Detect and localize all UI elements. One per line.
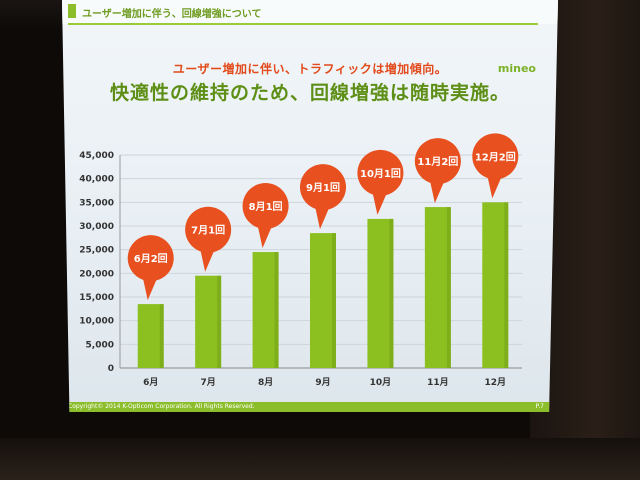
x-tick-label: 11月 [427, 377, 449, 388]
bar-shade [217, 275, 222, 368]
callout-label: 10月1回 [360, 168, 401, 180]
y-tick-label: 15,000 [79, 293, 114, 303]
callout-bubble [414, 138, 461, 185]
x-tick-label: 9月 [315, 377, 330, 388]
bar-shade [332, 233, 336, 368]
callout-bubble [185, 206, 232, 253]
slide-footer: Copyright© 2014 K-Opticom Corporation. A… [62, 402, 558, 412]
y-tick-label: 35,000 [79, 198, 114, 208]
callout-label: 6月2回 [134, 253, 168, 265]
x-tick-label: 10月 [370, 377, 392, 388]
callout-label: 9月1回 [306, 182, 340, 194]
callout-pointer [142, 277, 157, 301]
callout-pointer [200, 248, 215, 272]
page-number: P.7 [535, 403, 544, 410]
y-tick-label: 20,000 [79, 269, 114, 279]
bar-shade [159, 304, 164, 368]
y-tick-label: 45,000 [79, 151, 114, 161]
bar [252, 252, 279, 368]
bar [310, 233, 336, 368]
room-floor [0, 438, 640, 480]
bar [137, 304, 164, 368]
headline-main: 快適性の維持のため、回線増強は随時実施。 [109, 82, 510, 104]
callout-bubble [127, 235, 174, 282]
bar [367, 218, 394, 368]
y-tick-label: 0 [108, 364, 114, 374]
y-tick-label: 25,000 [79, 246, 114, 256]
section-title: ユーザー増加に伴う、回線増強について [82, 9, 262, 20]
x-tick-label: 8月 [258, 377, 273, 388]
x-tick-label: 6月 [143, 377, 158, 388]
y-tick-label: 30,000 [79, 222, 114, 232]
brand-logo: mineo [497, 62, 536, 75]
y-tick-label: 10,000 [79, 317, 114, 327]
bar [424, 207, 451, 368]
callout-bubble [300, 164, 346, 211]
projection-screen: ユーザー増加に伴う、回線増強について mineo ユーザー増加に伴い、トラフィッ… [62, 0, 558, 412]
x-tick-label: 7月 [201, 377, 216, 388]
copyright-text: Copyright© 2014 K-Opticom Corporation. A… [68, 403, 255, 410]
callout-label: 12月2回 [475, 151, 516, 163]
header-divider [68, 23, 538, 25]
callout-pointer [429, 180, 444, 204]
bar [482, 202, 509, 368]
headline-sub: ユーザー増加に伴い、トラフィックは増加傾向。 [172, 62, 448, 76]
y-tick-label: 40,000 [79, 175, 114, 185]
bar-shade [274, 252, 279, 368]
x-tick-label: 12月 [485, 377, 507, 388]
callout-pointer [487, 175, 502, 199]
y-tick-label: 5,000 [86, 340, 114, 350]
callout-bubble [357, 149, 404, 196]
callout-pointer [257, 225, 272, 249]
bar-shade [446, 207, 451, 368]
callout-pointer [315, 206, 329, 230]
callout-label: 8月1回 [249, 201, 283, 213]
callout-label: 7月1回 [191, 225, 225, 237]
callout-bubble [472, 133, 519, 180]
callout-pointer [372, 191, 387, 215]
bar-shade [504, 202, 509, 368]
header-marker [68, 4, 76, 18]
bar [195, 275, 222, 368]
callout-label: 11月2回 [417, 156, 458, 168]
bar-shade [389, 218, 394, 368]
slide-header: ユーザー増加に伴う、回線増強について [62, 0, 558, 25]
bar-chart: 0 5,000 10,000 15,000 20,000 25,000 30,000 35,0… [79, 133, 522, 388]
callout-bubble [242, 183, 289, 230]
